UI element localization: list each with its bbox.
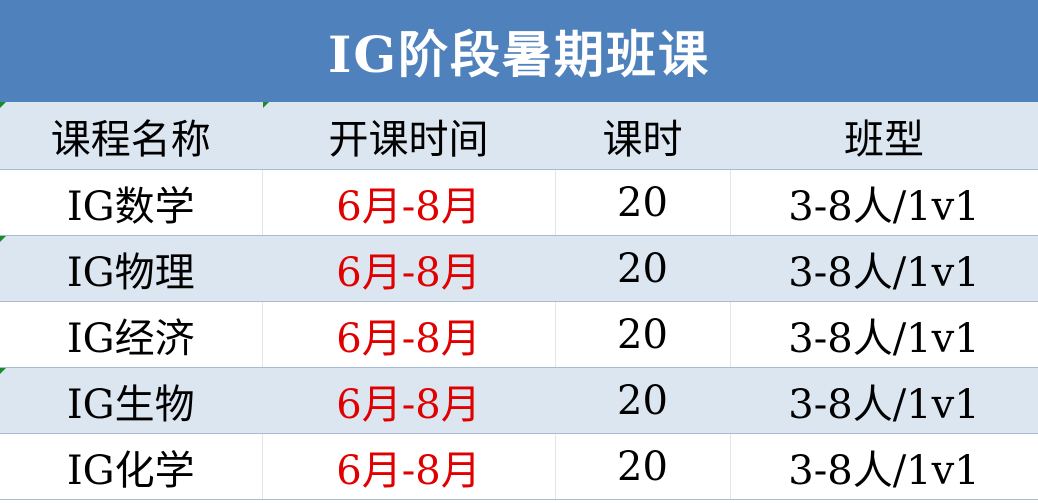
table-row: IG经济 6月-8月 20 3-8人/1v1 (0, 301, 1038, 368)
hours: 20 (555, 433, 731, 500)
hours: 20 (555, 301, 731, 368)
hours: 20 (555, 235, 731, 302)
course-table: 课程名称 开课时间 课时 班型 IG数学 6月-8月 20 3-8人/1v1 I… (0, 102, 1038, 500)
table-row: IG化学 6月-8月 20 3-8人/1v1 (0, 433, 1038, 500)
course-name: IG物理 (0, 235, 263, 302)
start-time: 6月-8月 (262, 433, 556, 500)
class-type: 3-8人/1v1 (730, 433, 1038, 500)
class-type: 3-8人/1v1 (730, 367, 1038, 434)
start-time: 6月-8月 (262, 367, 556, 434)
hours: 20 (555, 169, 731, 236)
class-type: 3-8人/1v1 (730, 169, 1038, 236)
start-time: 6月-8月 (262, 235, 556, 302)
course-name: IG数学 (0, 169, 263, 236)
table-row: IG数学 6月-8月 20 3-8人/1v1 (0, 169, 1038, 236)
class-type: 3-8人/1v1 (730, 235, 1038, 302)
table-title: IG阶段暑期班课 (0, 0, 1038, 102)
header-course-name: 课程名称 (0, 102, 263, 170)
class-type: 3-8人/1v1 (730, 301, 1038, 368)
header-class-type: 班型 (730, 102, 1038, 170)
hours: 20 (555, 367, 731, 434)
header-hours: 课时 (555, 102, 731, 170)
header-start-time: 开课时间 (262, 102, 556, 170)
table-row: IG物理 6月-8月 20 3-8人/1v1 (0, 235, 1038, 302)
header-row: 课程名称 开课时间 课时 班型 (0, 102, 1038, 170)
start-time: 6月-8月 (262, 301, 556, 368)
course-name: IG经济 (0, 301, 263, 368)
course-name: IG生物 (0, 367, 263, 434)
start-time: 6月-8月 (262, 169, 556, 236)
course-name: IG化学 (0, 433, 263, 500)
table-row: IG生物 6月-8月 20 3-8人/1v1 (0, 367, 1038, 434)
